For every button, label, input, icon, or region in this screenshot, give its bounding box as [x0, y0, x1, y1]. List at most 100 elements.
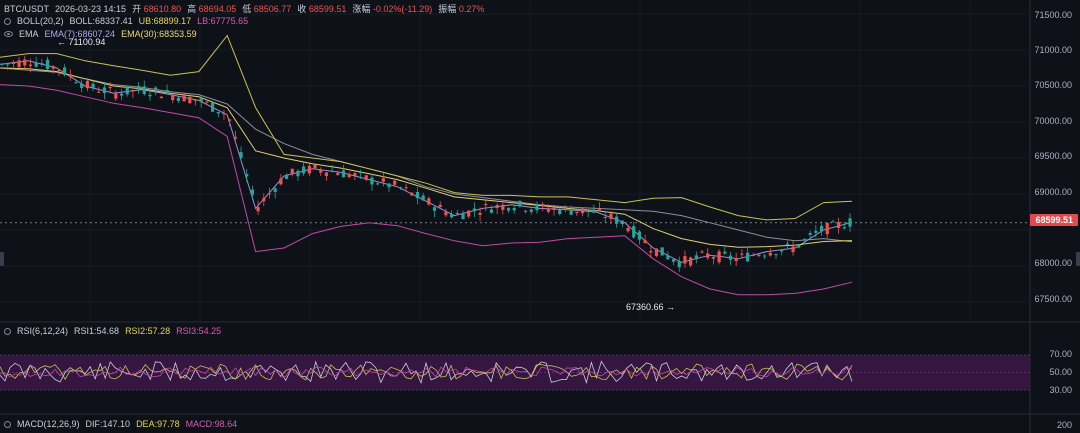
candle-body	[165, 90, 169, 94]
candle-body	[324, 172, 329, 176]
candle-body	[797, 244, 801, 248]
candle-body	[245, 174, 249, 177]
candle-body	[11, 61, 15, 64]
candle-body	[199, 98, 203, 102]
candle-body	[85, 80, 89, 89]
candle-body	[450, 213, 454, 218]
rsi-overbought-zone	[0, 355, 1030, 390]
candle-body	[728, 255, 733, 260]
candle-body	[677, 261, 681, 268]
price-axis-tick: 69000.00	[1034, 187, 1072, 197]
candle-body	[370, 177, 374, 185]
high-value: 68694.05	[198, 4, 237, 14]
price-axis-tick: 70000.00	[1034, 116, 1072, 126]
candle-body	[489, 209, 494, 213]
close-label: 收	[297, 4, 307, 14]
candle-body	[495, 205, 499, 209]
candle-body	[575, 211, 579, 214]
candle-body	[347, 174, 351, 177]
candle-body	[444, 211, 448, 216]
candle-body	[210, 102, 215, 112]
candle-body	[671, 259, 676, 262]
candle-body	[125, 86, 129, 95]
candle-body	[97, 91, 101, 93]
macd-dea-value: DEA:97.78	[136, 419, 180, 429]
candle-body	[478, 212, 482, 215]
candle-body	[193, 99, 198, 101]
candle-body	[427, 198, 431, 205]
macd-indicator-row[interactable]: MACD(12,26,9) DIF:147.10 DEA:97.78 MACD:…	[4, 419, 237, 429]
candle-body	[336, 173, 340, 176]
rsi-line-2	[0, 363, 853, 381]
right-panel-handle[interactable]	[1076, 252, 1080, 266]
low-value: 68506.77	[253, 4, 292, 14]
candle-body	[176, 97, 181, 102]
candle-body	[216, 112, 220, 114]
candle-body	[57, 69, 61, 71]
amp-value: 0.27%	[458, 4, 485, 14]
candle-body	[279, 178, 283, 185]
candle-body	[393, 180, 397, 185]
candle-body	[717, 251, 721, 263]
candle-body	[353, 173, 357, 176]
boll-indicator-row[interactable]: BOLL(20,2) BOLL:68337.41 UB:68899.17 LB:…	[4, 16, 248, 26]
candle-body	[142, 86, 146, 95]
candle-body	[774, 254, 778, 256]
candle-body	[529, 209, 533, 212]
candle-body	[376, 183, 380, 185]
candle-body	[341, 170, 346, 178]
candle-body	[205, 101, 209, 103]
candle-body	[23, 59, 27, 66]
candle-body	[563, 206, 568, 208]
candle-body	[34, 62, 38, 67]
rsi-indicator-row[interactable]: RSI(6,12,24) RSI1:54.68 RSI2:57.28 RSI3:…	[4, 326, 221, 336]
candle-body	[302, 166, 306, 174]
symbol-label[interactable]: BTC/USDT	[4, 3, 49, 14]
candle-body	[626, 227, 630, 232]
candle-body	[706, 253, 710, 258]
candle-body	[6, 63, 10, 65]
series-line-lb	[0, 84, 853, 296]
high-price-annotation: ← 71100.94	[57, 37, 106, 47]
candle-body	[757, 254, 761, 257]
candle-body	[171, 94, 175, 101]
indicator-settings-icon[interactable]	[4, 17, 11, 25]
visibility-eye-icon[interactable]	[4, 31, 13, 37]
candle-body	[751, 254, 755, 256]
candle-body	[228, 119, 232, 121]
rsi-line-3	[0, 366, 853, 378]
change-value: -0.02%(-11.29)	[372, 4, 433, 14]
price-axis-tick: 71000.00	[1034, 45, 1072, 55]
candle-body	[689, 257, 693, 266]
candle-body	[523, 210, 528, 212]
candle-body	[256, 207, 260, 212]
candle-body	[609, 213, 613, 219]
candle-body	[381, 178, 385, 182]
candle-body	[580, 208, 585, 214]
candle-body	[734, 257, 738, 262]
indicator-settings-icon[interactable]	[4, 327, 11, 335]
price-axis-tick: 70500.00	[1034, 80, 1072, 90]
candle-body	[763, 255, 767, 257]
candle-body	[432, 207, 437, 211]
candle-body	[586, 210, 590, 213]
left-panel-handle[interactable]	[0, 252, 4, 266]
candle-body	[637, 231, 642, 240]
candle-body	[615, 216, 619, 224]
datetime-label: 2026-03-23 14:15	[55, 3, 127, 14]
candle-body	[785, 243, 789, 245]
candle-body	[188, 96, 192, 104]
candle-body	[654, 248, 659, 256]
candle-body	[643, 240, 647, 243]
candle-body	[780, 249, 784, 252]
candle-body	[461, 213, 465, 220]
candle-body	[518, 200, 522, 206]
candle-body	[438, 204, 442, 208]
indicator-settings-icon[interactable]	[4, 420, 11, 428]
boll-lb-value: LB:67775.65	[197, 16, 249, 26]
candle-body	[398, 187, 402, 189]
candle-body	[421, 195, 425, 201]
ema-indicator-row[interactable]: EMA EMA(7):68607.24 EMA(30):68353.59	[4, 29, 197, 39]
